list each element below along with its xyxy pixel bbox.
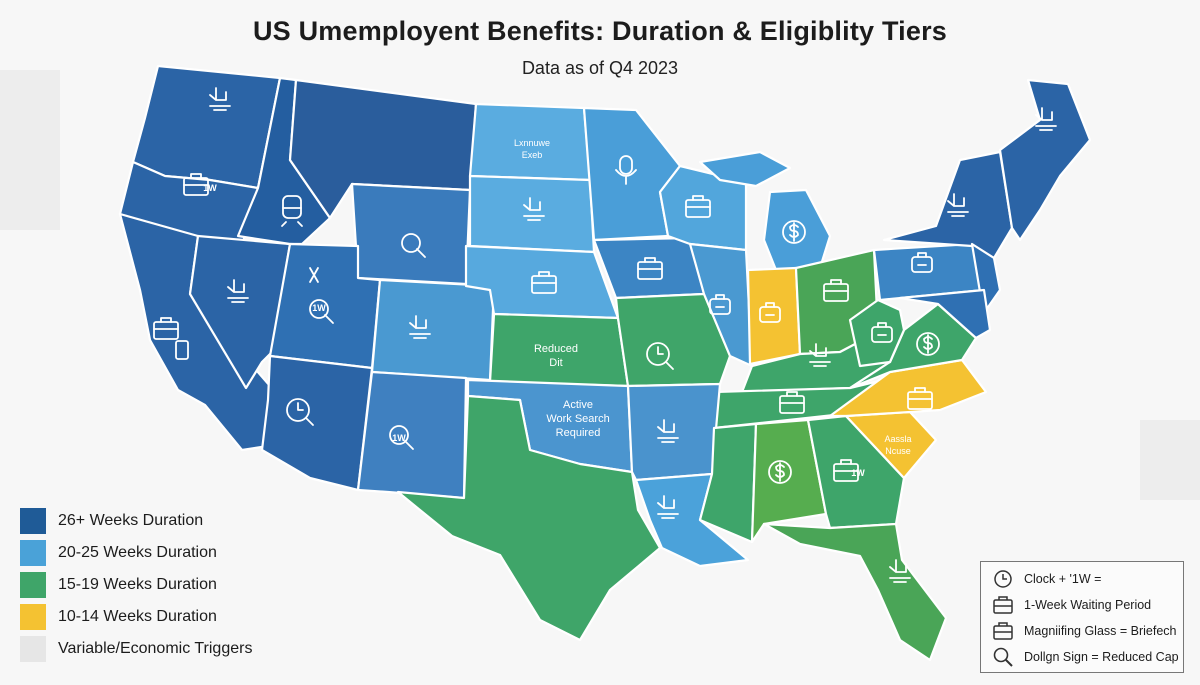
state-michigan-upper: [698, 150, 792, 188]
state-new-england: [998, 78, 1092, 242]
legend-swatch: [20, 604, 46, 630]
briefcase-icon: [993, 622, 1013, 640]
key-row: Clock + '1W =: [981, 566, 1185, 592]
state-new-jersey: [970, 242, 1002, 312]
key-row: Dollgn Sign = Reduced Cap: [981, 644, 1185, 670]
state-illinois: [688, 242, 754, 368]
map-label-oklahoma-2: Work Search: [546, 413, 609, 425]
state-colorado: [370, 278, 496, 382]
background-shape-left: [0, 70, 60, 230]
badge-1w: 1W: [203, 183, 217, 193]
state-florida: [762, 522, 948, 662]
state-iowa: [592, 236, 706, 300]
legend-item: 20-25 Weeks Duration: [20, 537, 252, 569]
clock-icon: [994, 570, 1012, 588]
legend-swatch: [20, 636, 46, 662]
badge-1w: 1W: [392, 433, 406, 443]
transit-icon: [281, 195, 303, 227]
state-texas: [396, 394, 662, 642]
key-text: 1-Week Waiting Period: [1024, 598, 1152, 612]
legend-item: Variable/Economic Triggers: [20, 633, 252, 665]
state-mississippi: [698, 422, 758, 544]
pin-icon: [309, 267, 319, 283]
legend-item: 10-14 Weeks Duration: [20, 601, 252, 633]
page-title: US Umemployent Benefits: Duration & Elig…: [252, 16, 947, 46]
key-text: Clock + '1W =: [1024, 572, 1102, 586]
key-row: 1-Week Waiting Period: [981, 592, 1185, 618]
key-row: Magniifing Glass = Briefech: [981, 618, 1185, 644]
state-michigan: [762, 188, 832, 272]
key-text: Magniifing Glass = Briefech: [1024, 624, 1177, 638]
key-text: Dollgn Sign = Reduced Cap: [1024, 650, 1179, 664]
state-new-mexico: [356, 370, 468, 500]
icon-key: Clock + '1W = 1-Week Waiting Period Magn…: [980, 561, 1184, 673]
map-label-kansas-1: Reduced: [534, 343, 578, 355]
legend-item: 26+ Weeks Duration: [20, 505, 252, 537]
state-south-dakota: [468, 174, 596, 254]
legend-label: Variable/Economic Triggers: [58, 640, 253, 657]
magnifier-icon: [993, 647, 1013, 667]
map-label-north-dakota-1: Lxnnuwe: [514, 138, 550, 148]
microphone-icon: [615, 155, 637, 185]
legend-swatch: [20, 508, 46, 534]
page-subtitle: Data as of Q4 2023: [521, 58, 679, 78]
legend: 26+ Weeks Duration 20-25 Weeks Duration …: [20, 505, 252, 665]
map-label-south-carolina-1: Aassla: [884, 434, 911, 444]
state-west-virginia: [848, 298, 906, 368]
legend-item: 15-19 Weeks Duration: [20, 569, 252, 601]
legend-label: 10-14 Weeks Duration: [58, 608, 217, 625]
state-washington: [131, 64, 282, 190]
state-maryland: [898, 288, 992, 340]
map-label-kansas-2: Dit: [549, 357, 562, 369]
legend-label: 26+ Weeks Duration: [58, 512, 204, 529]
badge-1w: 1W: [851, 468, 865, 478]
map-label-south-carolina-2: Ncuse: [885, 446, 911, 456]
background-shape-right: [1140, 420, 1200, 500]
map-label-oklahoma-1: Active: [563, 399, 593, 411]
legend-label: 20-25 Weeks Duration: [58, 544, 217, 561]
state-arizona: [260, 354, 374, 492]
map-label-north-dakota-2: Exeb: [522, 150, 543, 160]
phone-icon: [175, 340, 189, 360]
state-indiana: [746, 266, 802, 366]
legend-swatch: [20, 572, 46, 598]
legend-swatch: [20, 540, 46, 566]
badge-1w: 1W: [312, 303, 326, 313]
map-label-oklahoma-3: Required: [556, 427, 601, 439]
legend-label: 15-19 Weeks Duration: [58, 576, 217, 593]
state-new-york: [882, 150, 1014, 260]
state-alabama: [750, 418, 828, 544]
briefcase-icon: [993, 596, 1013, 614]
